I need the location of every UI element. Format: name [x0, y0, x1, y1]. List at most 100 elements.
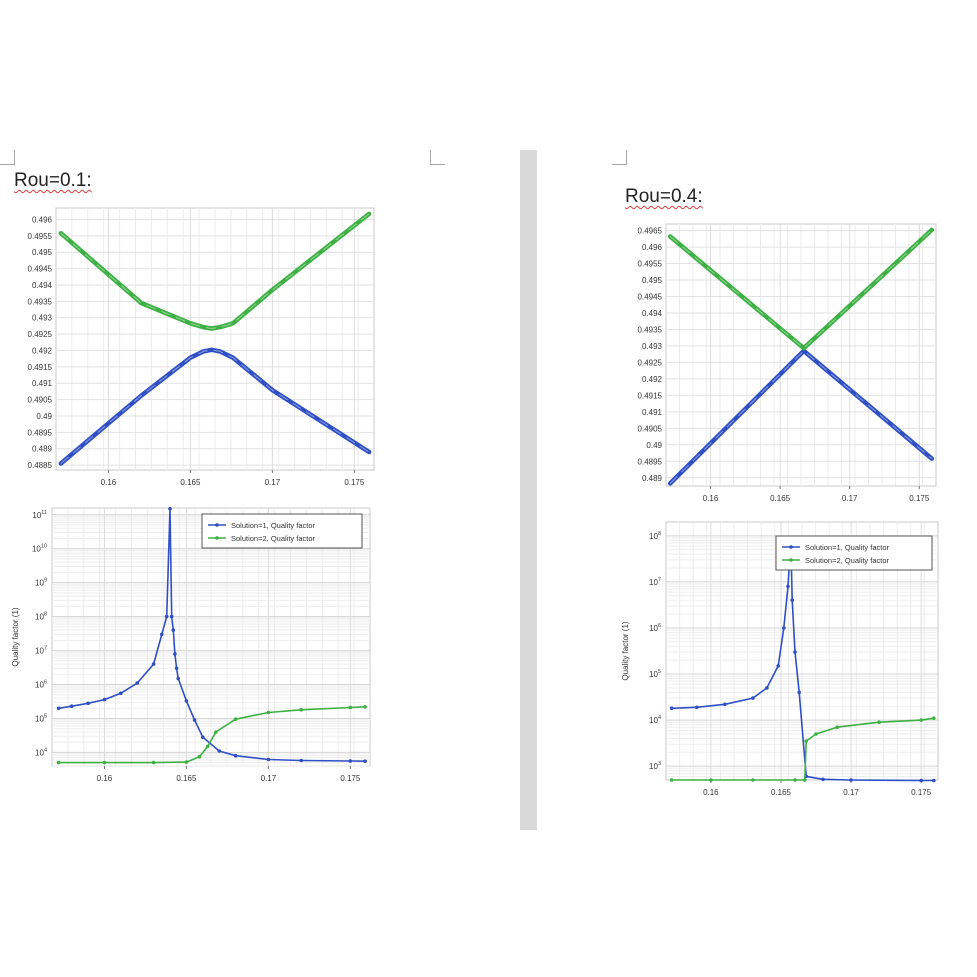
- series-2-highlight: [669, 229, 933, 349]
- series-1-point: [266, 757, 271, 762]
- y-tick-exponent: 5: [658, 669, 661, 675]
- series-1-point: [168, 507, 172, 511]
- y-tick-base: 10: [35, 579, 44, 588]
- y-tick-label: 0.493: [32, 314, 53, 323]
- y-tick-label: 0.4945: [638, 293, 663, 302]
- series-1-point: [102, 697, 107, 702]
- x-tick-label: 0.165: [771, 788, 792, 797]
- x-tick-label: 0.175: [344, 478, 365, 487]
- page-divider: [520, 150, 537, 830]
- series-2-point: [151, 760, 156, 765]
- series-2-highlight: [60, 213, 370, 330]
- heading-rou-0-1: Rou=0.1:: [14, 170, 92, 191]
- y-tick-label: 0.4885: [28, 461, 53, 470]
- eigen-chart-rou-0-1: 0.4885 0.489 0.4895 0.49 0.4905 0.491 0.4915 0.…: [28, 207, 375, 487]
- y-tick-base: 10: [35, 647, 44, 656]
- series-2-point: [835, 725, 839, 729]
- y-tick-label: 106: [649, 623, 661, 633]
- y-tick-label: 0.4965: [638, 227, 663, 236]
- series-1-point: [797, 690, 801, 695]
- y-tick-base: 10: [32, 545, 41, 554]
- x-tick-label: 0.165: [176, 774, 197, 783]
- eigen-chart-rou-0-4: 0.489 0.4895 0.49 0.4905 0.491 0.4915 0.492 0.4…: [638, 223, 937, 503]
- series-2-line: [58, 706, 366, 764]
- y-tick-label: 103: [649, 761, 661, 771]
- series-2-point: [804, 739, 808, 743]
- x-tick-label: 0.16: [97, 774, 113, 783]
- y-tick-exponent: 10: [41, 544, 47, 550]
- y-tick-exponent: 8: [44, 612, 47, 618]
- y-tick-label: 0.49: [646, 441, 662, 450]
- y-tick-exponent: 4: [44, 747, 47, 753]
- y-tick-label: 1010: [32, 544, 47, 554]
- y-tick-label: 104: [649, 715, 661, 725]
- series-1-point: [173, 652, 177, 656]
- y-tick-base: 10: [35, 681, 44, 690]
- y-tick-label: 0.4895: [28, 428, 53, 437]
- series-1-point: [174, 666, 179, 671]
- y-tick-label: 105: [649, 669, 661, 679]
- y-tick-label: 0.489: [32, 445, 53, 454]
- series-1-point: [932, 778, 936, 783]
- x-tick-label: 0.175: [911, 788, 932, 797]
- x-tick-label: 0.175: [909, 494, 930, 503]
- series-2-point: [266, 710, 271, 715]
- y-tick-exponent: 3: [658, 761, 661, 767]
- y-tick-label: 0.4915: [28, 363, 53, 372]
- series-1-point: [56, 706, 61, 711]
- y-tick-label: 109: [35, 578, 47, 588]
- y-tick-label: 0.496: [642, 243, 663, 252]
- legend-box: [775, 535, 933, 571]
- y-tick-base: 10: [35, 714, 44, 723]
- y-tick-exponent: 6: [658, 623, 661, 629]
- y-tick-label: 105: [35, 713, 47, 723]
- series-1-line: [58, 347, 372, 466]
- series-1-point: [217, 749, 221, 753]
- series-1-point: [299, 758, 304, 763]
- x-tick-label: 0.17: [261, 774, 277, 783]
- y-tick-label: 0.491: [642, 408, 663, 417]
- series-1-point: [786, 584, 790, 589]
- series-2-point: [669, 778, 674, 782]
- series-2-point: [184, 760, 189, 764]
- y-tick-exponent: 5: [44, 713, 47, 719]
- x-tick-label: 0.17: [265, 478, 281, 487]
- series-2-line: [58, 211, 372, 331]
- series-1-point: [135, 681, 139, 685]
- page-corner-mark: [0, 150, 15, 165]
- y-tick-label: 1011: [32, 510, 47, 520]
- y-axis-label: Quality factor (1): [11, 607, 20, 666]
- y-tick-label: 107: [35, 646, 47, 656]
- series-1-point: [151, 662, 156, 666]
- y-tick-label: 0.4925: [28, 330, 53, 339]
- series-2-point: [932, 716, 936, 720]
- heading-rou-0-4: Rou=0.4:: [625, 186, 703, 207]
- series-1-point: [86, 701, 90, 706]
- series-2-point: [919, 718, 923, 722]
- series-1-point: [919, 778, 923, 783]
- series-2-point: [205, 744, 210, 749]
- x-tick-label: 0.165: [770, 494, 791, 503]
- series-1-point: [160, 632, 164, 637]
- series-2-point: [233, 717, 238, 721]
- series-2-point: [56, 760, 61, 765]
- x-tick-label: 0.175: [340, 774, 361, 783]
- page-corner-mark: [612, 150, 627, 165]
- series-2-point: [751, 778, 755, 782]
- series-1-point: [723, 702, 727, 707]
- series-1-point: [793, 650, 797, 654]
- x-tick-label: 0.16: [703, 494, 719, 503]
- y-tick-label: 104: [35, 747, 47, 757]
- y-tick-label: 0.4935: [638, 325, 663, 334]
- series-1-point: [751, 696, 755, 700]
- legend-marker-1: [215, 523, 219, 527]
- y-tick-base: 10: [649, 532, 658, 541]
- series-2-line: [667, 227, 935, 351]
- y-tick-label: 0.4955: [28, 232, 53, 241]
- series-1-point: [184, 699, 189, 703]
- y-tick-label: 0.4905: [638, 424, 663, 433]
- series-2-point: [793, 778, 797, 782]
- y-tick-base: 10: [649, 762, 658, 771]
- y-tick-label: 0.492: [32, 346, 53, 355]
